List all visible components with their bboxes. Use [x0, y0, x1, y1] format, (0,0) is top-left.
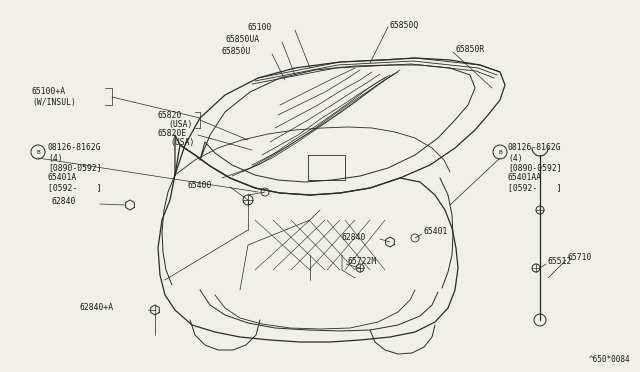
Text: 65400: 65400 — [188, 180, 212, 189]
Text: 65100: 65100 — [248, 23, 273, 32]
Text: 65850Q: 65850Q — [390, 20, 419, 29]
Text: B: B — [498, 150, 502, 154]
Text: 08126-8162G: 08126-8162G — [508, 144, 562, 153]
Text: (W/INSUL): (W/INSUL) — [32, 97, 76, 106]
Text: 62840: 62840 — [342, 232, 366, 241]
Text: (4): (4) — [48, 154, 63, 163]
Text: 62840+A: 62840+A — [80, 304, 114, 312]
Text: (USA): (USA) — [168, 121, 193, 129]
Text: 65401AA: 65401AA — [508, 173, 542, 183]
Text: 08126-8162G: 08126-8162G — [48, 144, 102, 153]
Text: 65820E: 65820E — [158, 128, 188, 138]
Text: 65710: 65710 — [568, 253, 593, 263]
Text: [0890-0592]: [0890-0592] — [508, 164, 562, 173]
Text: [0890-0592]: [0890-0592] — [48, 164, 102, 173]
Text: 65401A: 65401A — [48, 173, 77, 183]
Text: 65100+A: 65100+A — [32, 87, 66, 96]
Text: 65401: 65401 — [424, 228, 449, 237]
Text: 65850UA: 65850UA — [225, 35, 259, 45]
Text: 65850R: 65850R — [455, 45, 484, 55]
Text: 62840: 62840 — [52, 198, 76, 206]
Text: 65850U: 65850U — [222, 48, 252, 57]
Text: 65722M: 65722M — [348, 257, 377, 266]
Text: B: B — [36, 150, 40, 154]
Text: [0592-    ]: [0592- ] — [48, 183, 102, 192]
Text: 65512: 65512 — [548, 257, 572, 266]
Text: (USA): (USA) — [170, 138, 195, 148]
Text: ^650*0084: ^650*0084 — [588, 356, 630, 365]
Text: 65820: 65820 — [158, 110, 182, 119]
Text: (4): (4) — [508, 154, 523, 163]
Text: [0592-    ]: [0592- ] — [508, 183, 562, 192]
